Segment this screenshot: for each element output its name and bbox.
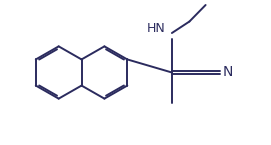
Text: HN: HN (146, 22, 165, 35)
Text: N: N (222, 66, 233, 79)
